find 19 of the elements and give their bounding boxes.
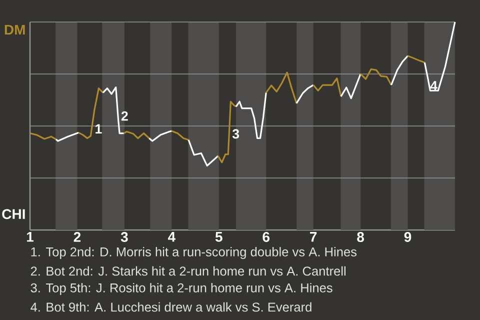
text: DM (4, 24, 25, 35)
annotation: 2 (121, 111, 128, 121)
text: CHI (2, 209, 25, 220)
x-tick-label: 2 (74, 232, 81, 242)
annotation: 3 (232, 129, 240, 139)
text: 2. Bot 2nd: J. Starks hit a 2-run home run vs A. Cantrell (30, 266, 346, 276)
annotation: 4 (430, 81, 438, 90)
x-tick-label: 3 (120, 232, 128, 242)
text: 4. Bot 9th: A. Lucchesi drew a walk vs S. Everard (30, 302, 312, 312)
x-tick-label: 5 (215, 232, 222, 242)
x-tick-label: 8 (357, 232, 364, 242)
text: 1. Top 2nd: D. Morris hit a run-scoring double vs A. Hines (31, 247, 357, 259)
x-tick-label: 7 (310, 232, 317, 242)
x-tick-label: 6 (262, 232, 270, 242)
annotation: 1 (96, 124, 102, 134)
x-tick-label: 4 (168, 232, 176, 242)
x-tick-label: 1 (26, 232, 34, 242)
text: 3. Top 5th: J. Rosito hit a 2-run home run vs A. Hines (30, 283, 332, 295)
x-tick-label: 9 (404, 232, 412, 242)
